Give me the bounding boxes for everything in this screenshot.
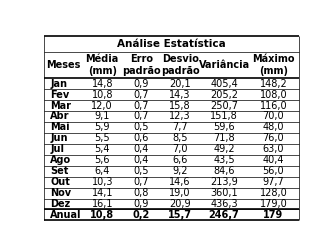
Text: 12,0: 12,0 xyxy=(91,101,113,111)
Text: 108,0: 108,0 xyxy=(260,89,287,100)
Text: 5,9: 5,9 xyxy=(94,122,110,132)
Text: 0,7: 0,7 xyxy=(133,111,149,121)
Text: Jan: Jan xyxy=(50,79,67,89)
Text: Média
(mm): Média (mm) xyxy=(86,54,119,76)
Text: 0,5: 0,5 xyxy=(133,122,149,132)
Text: 128,0: 128,0 xyxy=(260,188,287,198)
Text: Mar: Mar xyxy=(50,101,71,111)
Text: 70,0: 70,0 xyxy=(263,111,284,121)
Text: 15,7: 15,7 xyxy=(168,210,192,220)
Text: 84,6: 84,6 xyxy=(213,166,235,176)
Text: 116,0: 116,0 xyxy=(260,101,287,111)
Text: 9,1: 9,1 xyxy=(94,111,110,121)
Text: 16,1: 16,1 xyxy=(91,199,113,209)
Text: Fev: Fev xyxy=(50,89,69,100)
Text: 7,7: 7,7 xyxy=(172,122,188,132)
Text: 179: 179 xyxy=(263,210,284,220)
Text: Meses: Meses xyxy=(46,60,80,70)
Text: 10,8: 10,8 xyxy=(91,89,113,100)
Text: 0,2: 0,2 xyxy=(133,210,150,220)
Text: Erro
padrão: Erro padrão xyxy=(122,54,160,76)
Text: Nov: Nov xyxy=(50,188,71,198)
Text: 10,3: 10,3 xyxy=(91,177,113,187)
Text: Jul: Jul xyxy=(50,144,64,154)
Text: Ago: Ago xyxy=(50,155,71,165)
Text: 63,0: 63,0 xyxy=(263,144,284,154)
Text: 148,2: 148,2 xyxy=(260,79,287,89)
Text: 0,7: 0,7 xyxy=(133,101,149,111)
Text: 20,9: 20,9 xyxy=(169,199,191,209)
Text: 0,7: 0,7 xyxy=(133,177,149,187)
Text: 48,0: 48,0 xyxy=(263,122,284,132)
Text: 179,0: 179,0 xyxy=(260,199,287,209)
Text: 12,3: 12,3 xyxy=(169,111,191,121)
Text: Anual: Anual xyxy=(50,210,82,220)
Text: 5,6: 5,6 xyxy=(94,155,110,165)
Text: 246,7: 246,7 xyxy=(209,210,240,220)
Text: 76,0: 76,0 xyxy=(263,133,284,143)
Text: 97,7: 97,7 xyxy=(263,177,284,187)
Text: 10,8: 10,8 xyxy=(90,210,114,220)
Text: 49,2: 49,2 xyxy=(213,144,235,154)
Text: 6,4: 6,4 xyxy=(94,166,110,176)
Text: 7,0: 7,0 xyxy=(172,144,188,154)
Text: 436,3: 436,3 xyxy=(210,199,238,209)
Text: 0,6: 0,6 xyxy=(133,133,149,143)
Text: 43,5: 43,5 xyxy=(213,155,235,165)
Text: 405,4: 405,4 xyxy=(210,79,238,89)
Text: 14,6: 14,6 xyxy=(169,177,191,187)
Text: Out: Out xyxy=(50,177,70,187)
Text: Dez: Dez xyxy=(50,199,70,209)
Text: 56,0: 56,0 xyxy=(263,166,284,176)
Text: Análise Estatística: Análise Estatística xyxy=(117,39,226,49)
Text: 19,0: 19,0 xyxy=(169,188,191,198)
Text: 0,4: 0,4 xyxy=(133,155,149,165)
Text: 213,9: 213,9 xyxy=(210,177,238,187)
Text: Jun: Jun xyxy=(50,133,68,143)
Text: 15,8: 15,8 xyxy=(169,101,191,111)
Text: 40,4: 40,4 xyxy=(263,155,284,165)
Text: Variância: Variância xyxy=(199,60,250,70)
Text: 14,1: 14,1 xyxy=(91,188,113,198)
Text: Set: Set xyxy=(50,166,68,176)
Text: Desvio
padrão: Desvio padrão xyxy=(161,54,199,76)
Text: 14,3: 14,3 xyxy=(169,89,191,100)
Text: 20,1: 20,1 xyxy=(169,79,191,89)
Text: Máximo
(mm): Máximo (mm) xyxy=(252,54,295,76)
Text: 0,5: 0,5 xyxy=(133,166,149,176)
Text: 0,9: 0,9 xyxy=(133,79,149,89)
Text: 59,6: 59,6 xyxy=(213,122,235,132)
Text: 71,8: 71,8 xyxy=(213,133,235,143)
Text: 8,5: 8,5 xyxy=(172,133,188,143)
Text: 5,5: 5,5 xyxy=(94,133,110,143)
Text: 0,7: 0,7 xyxy=(133,89,149,100)
Text: 0,8: 0,8 xyxy=(133,188,149,198)
Text: 0,4: 0,4 xyxy=(133,144,149,154)
Text: 360,1: 360,1 xyxy=(210,188,238,198)
Text: 5,4: 5,4 xyxy=(94,144,110,154)
Text: 151,8: 151,8 xyxy=(210,111,238,121)
Text: Mai: Mai xyxy=(50,122,70,132)
Text: 205,2: 205,2 xyxy=(210,89,238,100)
Text: 9,2: 9,2 xyxy=(172,166,188,176)
Text: 14,8: 14,8 xyxy=(91,79,113,89)
Text: Abr: Abr xyxy=(50,111,70,121)
Text: 6,6: 6,6 xyxy=(173,155,188,165)
Text: 0,9: 0,9 xyxy=(133,199,149,209)
Text: 250,7: 250,7 xyxy=(210,101,238,111)
